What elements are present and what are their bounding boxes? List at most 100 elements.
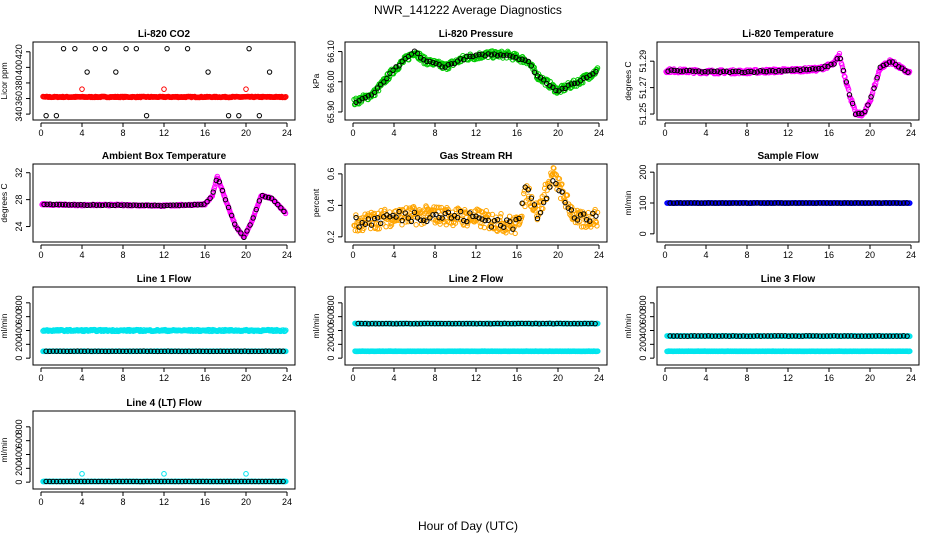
data-point [120,348,126,354]
data-point [485,217,491,223]
data-point [562,199,568,206]
data-point [874,75,880,81]
data-point [161,202,167,209]
data-point [497,214,504,220]
data-point [585,320,591,327]
data-point [568,320,574,327]
x-axis: 0 4 8 12 16 20 24 [662,122,916,138]
data-point [176,202,183,209]
data-point [168,348,175,355]
x-tick-label: 4 [79,373,84,383]
x-tick-label: 0 [38,128,43,138]
data-point [590,210,596,217]
data-point [709,200,715,206]
data-point [414,50,421,57]
data-point [500,52,507,59]
data-point [880,62,887,69]
data-point [196,348,203,354]
data-point [262,348,269,354]
data-point [393,214,399,220]
x-tick-label: 4 [703,250,708,260]
data-point [726,333,733,339]
data-point [145,202,152,208]
data-point [699,69,705,75]
panel-title: Li-820 Temperature [742,29,834,40]
data-point [173,202,180,208]
data-point [859,333,865,339]
data-point [498,320,504,327]
data-point [123,45,129,52]
data-point [796,200,802,206]
data-point [893,333,900,339]
data-point [390,212,396,219]
data-point [677,333,684,339]
plot-frame [656,41,920,121]
data-point [571,207,577,213]
data-point [275,201,281,208]
series-sample [40,93,289,101]
data-point [445,61,452,68]
data-point [559,181,565,187]
data-point [846,92,853,98]
x-tick-label: 8 [120,497,125,507]
data-point [369,320,375,327]
data-point [371,210,378,217]
series-mean [355,320,598,327]
data-point [232,221,238,227]
data-point [170,202,176,208]
panel-title: Li-820 Pressure [439,29,514,40]
data-point [747,333,753,339]
data-point [133,202,140,208]
series-reference-tanks [43,45,273,119]
data-point [541,192,547,198]
data-point [803,67,810,73]
x-tick-label: 24 [282,497,292,507]
data-point [359,96,365,102]
data-point [470,53,476,60]
data-point [109,348,116,354]
data-point [681,333,687,339]
y-tick-label: 400 [638,323,648,338]
data-point [189,348,196,355]
data-point [702,333,708,339]
data-point [729,68,736,75]
data-point [831,200,837,206]
data-point [562,85,568,92]
x-tick-label: 12 [471,373,481,383]
data-point [56,201,63,208]
data-point [498,211,504,217]
data-point [186,348,192,354]
data-point [242,348,248,354]
data-point [855,200,862,206]
data-point [824,200,830,206]
data-point [494,52,501,59]
data-point [876,333,882,339]
data-points [40,326,289,355]
data-point [799,333,806,339]
data-point [421,217,427,224]
data-point [686,67,693,74]
data-point [130,348,136,354]
x-tick-label: 24 [906,373,916,383]
data-point [544,187,550,193]
x-tick-label: 4 [391,250,396,260]
data-point [574,320,581,327]
data-point [674,67,680,74]
data-point [883,333,889,339]
data-point [467,210,473,216]
series-sample-spikes [79,86,249,92]
data-points [40,45,289,119]
data-point [717,69,724,75]
data-point [445,206,451,213]
data-point [556,176,563,182]
x-tick-label: 16 [824,128,834,138]
data-point [75,202,81,208]
data-point [516,215,522,222]
x-tick-label: 24 [906,128,916,138]
data-point [457,208,464,215]
x-tick-label: 0 [350,373,355,383]
data-point [782,333,788,339]
data-point [828,61,834,68]
